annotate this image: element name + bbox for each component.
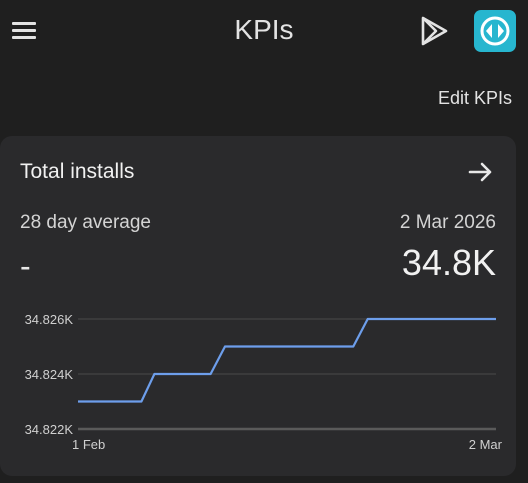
x-tick-label: 1 Feb [72,437,105,452]
app-icon[interactable] [474,10,516,52]
arrow-right-icon[interactable] [466,160,496,184]
date-label: 2 Mar 2026 [399,212,496,233]
page-title: KPIs [234,14,294,45]
y-tick-label: 34.824K [25,367,74,382]
installs-series-line [78,317,496,403]
average-label: 28 day average [20,212,151,233]
y-tick-label: 34.822K [25,422,74,437]
edit-kpis-link[interactable]: Edit KPIs [437,88,512,108]
play-console-icon[interactable] [417,15,449,47]
kpi-card-total-installs[interactable]: Total installs 28 day average 2 Mar 2026… [0,136,516,476]
average-value: - [20,248,31,284]
menu-icon[interactable] [10,17,38,45]
x-tick-label: 2 Mar [469,437,503,452]
y-tick-label: 34.826K [25,312,74,327]
card-title: Total installs [20,160,135,183]
app-bar: KPIs [0,0,528,62]
current-value: 34.8K [401,242,496,283]
